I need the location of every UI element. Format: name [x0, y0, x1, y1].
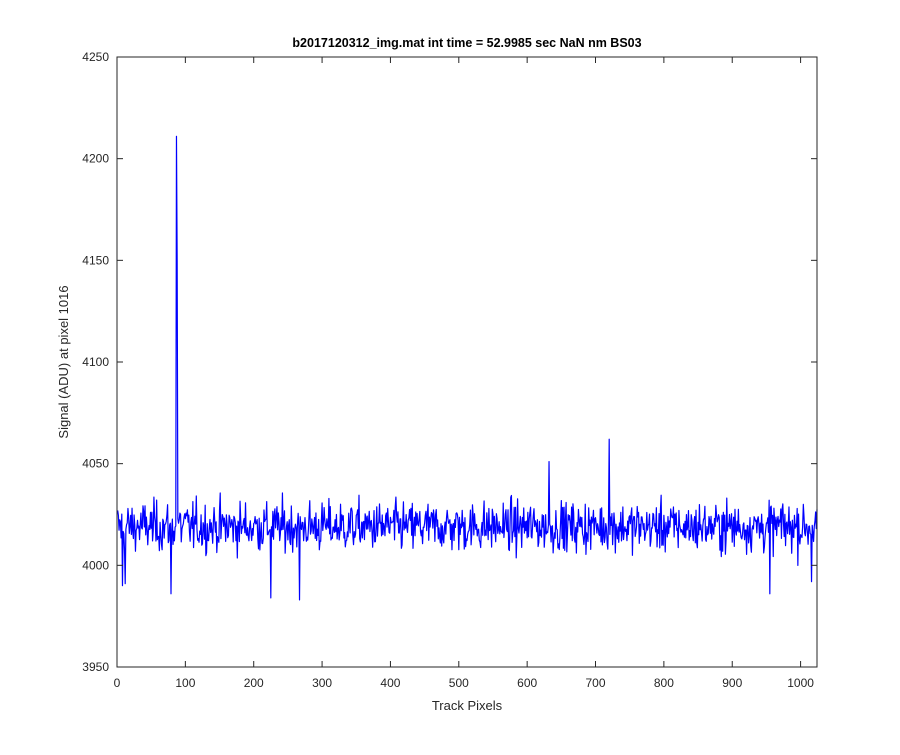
x-tick-label: 300	[312, 676, 332, 690]
x-tick-label: 800	[654, 676, 674, 690]
y-tick-label: 4250	[82, 50, 109, 64]
x-tick-label: 1000	[787, 676, 814, 690]
x-tick-label: 900	[722, 676, 742, 690]
y-tick-label: 4200	[82, 152, 109, 166]
y-axis-label: Signal (ADU) at pixel 1016	[56, 285, 71, 438]
y-tick-label: 3950	[82, 660, 109, 674]
plot-area	[117, 57, 817, 667]
y-tick-label: 4150	[82, 253, 109, 267]
x-tick-label: 700	[586, 676, 606, 690]
x-tick-label: 200	[244, 676, 264, 690]
signal-series-line	[117, 135, 818, 601]
x-axis-label: Track Pixels	[432, 698, 503, 713]
y-tick-label: 4100	[82, 355, 109, 369]
x-tick-label: 100	[175, 676, 195, 690]
chart-title: b2017120312_img.mat int time = 52.9985 s…	[292, 36, 641, 50]
x-tick-label: 0	[114, 676, 121, 690]
x-tick-label: 500	[449, 676, 469, 690]
y-tick-label: 4000	[82, 558, 109, 572]
y-tick-label: 4050	[82, 457, 109, 471]
x-tick-label: 400	[380, 676, 400, 690]
x-tick-label: 600	[517, 676, 537, 690]
